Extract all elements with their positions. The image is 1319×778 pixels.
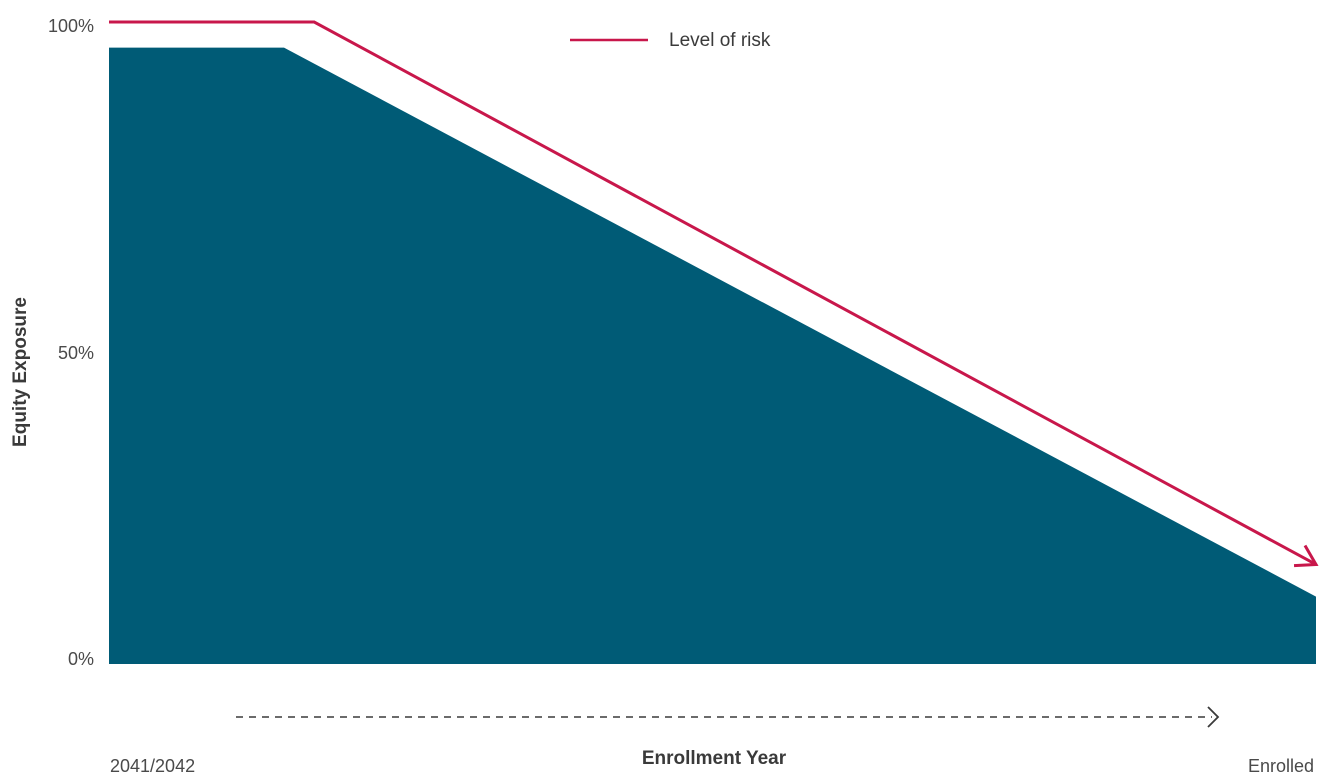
timeline-arrow bbox=[236, 707, 1218, 727]
y-tick-label-0: 0% bbox=[68, 649, 94, 669]
equity-exposure-area bbox=[109, 48, 1316, 664]
x-axis-title: Enrollment Year bbox=[642, 748, 787, 769]
plot-area bbox=[109, 22, 1316, 664]
legend: Level of risk bbox=[570, 30, 771, 51]
y-axis-title: Equity Exposure bbox=[10, 297, 31, 447]
legend-label-level-of-risk: Level of risk bbox=[669, 30, 771, 51]
x-tick-label-start: 2041/2042 bbox=[110, 756, 195, 776]
timeline-arrowhead bbox=[1208, 707, 1218, 727]
y-tick-label-50: 50% bbox=[58, 343, 94, 363]
x-tick-label-end: Enrolled bbox=[1248, 756, 1314, 776]
y-tick-label-100: 100% bbox=[48, 16, 94, 36]
